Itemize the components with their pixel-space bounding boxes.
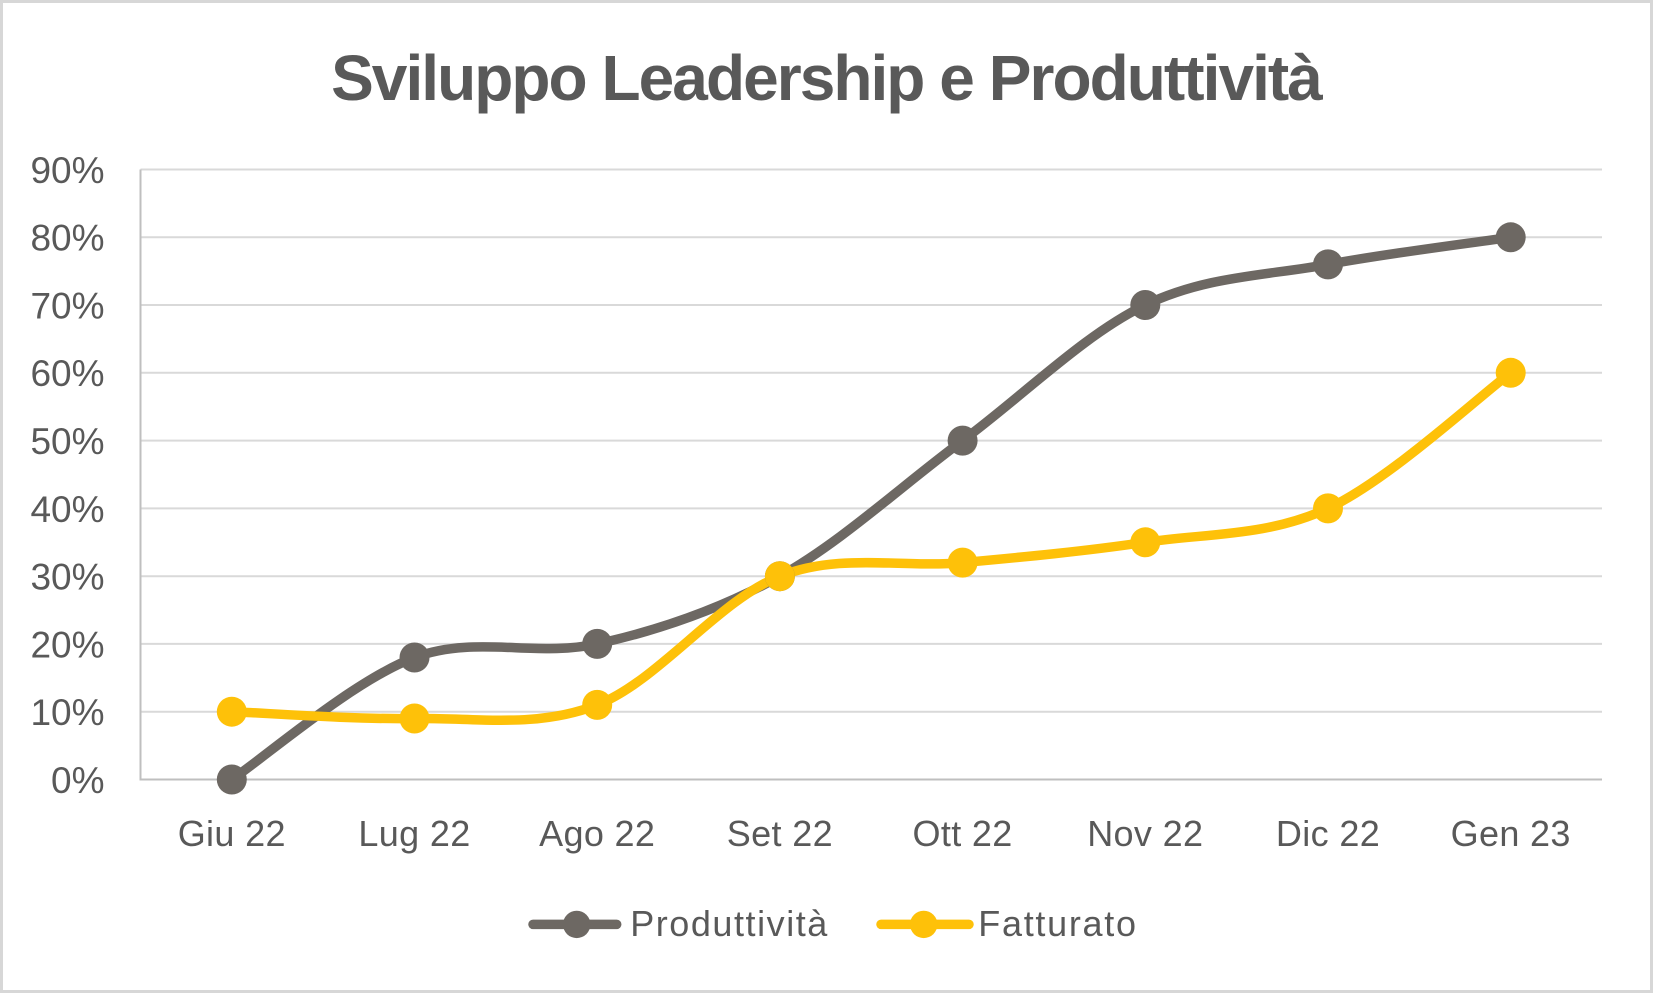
svg-text:30%: 30% (30, 557, 104, 598)
svg-text:20%: 20% (30, 624, 104, 665)
svg-text:50%: 50% (30, 421, 104, 462)
svg-text:Set 22: Set 22 (727, 813, 833, 854)
svg-text:10%: 10% (30, 692, 104, 733)
svg-text:Dic 22: Dic 22 (1276, 813, 1380, 854)
svg-text:Produttività: Produttività (630, 903, 829, 944)
svg-text:Nov 22: Nov 22 (1087, 813, 1203, 854)
svg-text:Lug 22: Lug 22 (358, 813, 470, 854)
svg-text:80%: 80% (30, 218, 104, 259)
svg-text:Fatturato: Fatturato (978, 903, 1137, 944)
svg-text:60%: 60% (30, 353, 104, 394)
svg-text:0%: 0% (51, 760, 104, 801)
svg-text:Giu 22: Giu 22 (178, 813, 286, 854)
svg-text:Ago 22: Ago 22 (539, 813, 655, 854)
svg-text:Gen 23: Gen 23 (1451, 813, 1571, 854)
svg-text:Ott 22: Ott 22 (913, 813, 1013, 854)
svg-text:90%: 90% (30, 150, 104, 191)
svg-text:Sviluppo Leadership e Produtti: Sviluppo Leadership e Produttività (331, 42, 1323, 114)
svg-text:70%: 70% (30, 285, 104, 326)
svg-text:40%: 40% (30, 489, 104, 530)
